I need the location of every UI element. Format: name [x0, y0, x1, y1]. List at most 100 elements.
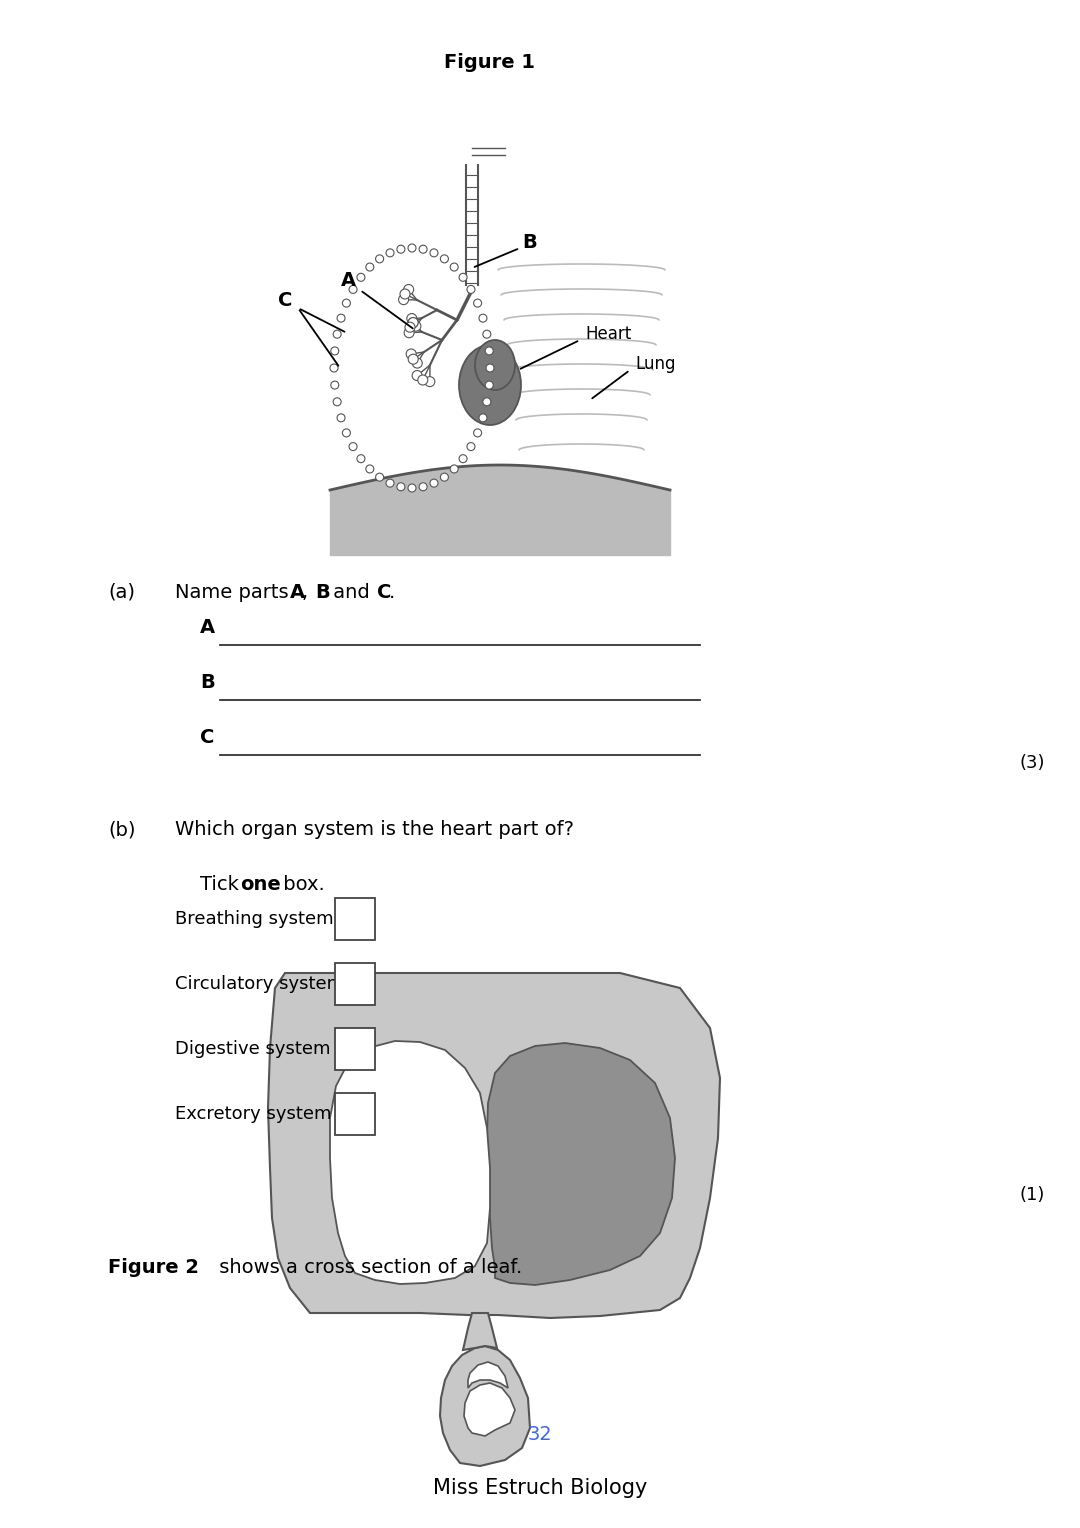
Circle shape — [407, 313, 417, 324]
Circle shape — [413, 371, 422, 380]
Ellipse shape — [459, 345, 521, 425]
Circle shape — [408, 484, 416, 492]
Circle shape — [399, 295, 408, 304]
Circle shape — [376, 255, 383, 263]
Circle shape — [478, 315, 487, 322]
Circle shape — [356, 455, 365, 463]
Circle shape — [424, 376, 435, 387]
Text: B: B — [315, 584, 329, 602]
Text: box.: box. — [276, 876, 325, 894]
Circle shape — [386, 480, 394, 487]
Circle shape — [408, 244, 416, 252]
Text: (a): (a) — [108, 584, 135, 602]
Circle shape — [349, 286, 357, 293]
Circle shape — [485, 380, 494, 390]
Bar — [335, 963, 375, 1005]
Text: Tick: Tick — [200, 876, 245, 894]
Circle shape — [337, 315, 345, 322]
Circle shape — [349, 443, 357, 451]
Circle shape — [404, 284, 414, 295]
Polygon shape — [487, 1044, 675, 1285]
Circle shape — [333, 330, 341, 338]
Circle shape — [330, 347, 339, 354]
Circle shape — [400, 289, 410, 299]
Circle shape — [474, 429, 482, 437]
Circle shape — [483, 330, 490, 338]
Circle shape — [419, 244, 427, 254]
Ellipse shape — [475, 341, 515, 390]
Circle shape — [376, 474, 383, 481]
Text: Which organ system is the heart part of?: Which organ system is the heart part of? — [175, 821, 573, 839]
Text: Excretory system: Excretory system — [175, 1105, 332, 1123]
Bar — [335, 898, 375, 940]
Text: .: . — [389, 584, 395, 602]
Circle shape — [408, 318, 418, 327]
Circle shape — [474, 299, 482, 307]
Circle shape — [408, 354, 418, 364]
Circle shape — [430, 249, 438, 257]
Text: (b): (b) — [108, 821, 135, 839]
Circle shape — [366, 263, 374, 270]
Circle shape — [467, 286, 475, 293]
Polygon shape — [330, 1041, 490, 1284]
Text: Heart: Heart — [585, 325, 631, 342]
Text: Digestive system: Digestive system — [175, 1041, 330, 1057]
Text: C: C — [200, 727, 214, 747]
Circle shape — [441, 474, 448, 481]
Circle shape — [330, 364, 338, 371]
Polygon shape — [464, 1383, 515, 1436]
Circle shape — [342, 299, 350, 307]
Circle shape — [430, 480, 438, 487]
Text: shows a cross section of a leaf.: shows a cross section of a leaf. — [213, 1258, 523, 1277]
Text: C: C — [377, 584, 391, 602]
Polygon shape — [463, 1313, 497, 1351]
Text: Figure 1: Figure 1 — [445, 52, 536, 72]
Text: B: B — [200, 672, 215, 692]
Circle shape — [441, 255, 448, 263]
Circle shape — [404, 327, 414, 338]
Text: A: A — [340, 270, 355, 289]
Circle shape — [486, 364, 494, 371]
Circle shape — [459, 274, 467, 281]
Circle shape — [418, 374, 428, 385]
Circle shape — [478, 414, 487, 422]
Polygon shape — [440, 1346, 530, 1465]
Circle shape — [396, 244, 405, 254]
Text: Miss Estruch Biology: Miss Estruch Biology — [433, 1478, 647, 1497]
Circle shape — [450, 263, 458, 270]
Text: Figure 2: Figure 2 — [108, 1258, 199, 1277]
Circle shape — [406, 348, 416, 359]
Circle shape — [342, 429, 350, 437]
Polygon shape — [268, 973, 720, 1319]
Text: 32: 32 — [528, 1426, 552, 1444]
Text: one: one — [240, 876, 281, 894]
Text: Name parts: Name parts — [175, 584, 295, 602]
Text: ,: , — [302, 584, 314, 602]
Text: B: B — [523, 232, 538, 252]
Text: (3): (3) — [1020, 753, 1045, 772]
Circle shape — [419, 483, 427, 490]
Circle shape — [396, 483, 405, 490]
Circle shape — [337, 414, 345, 422]
Polygon shape — [468, 1361, 508, 1387]
Text: Circulatory system: Circulatory system — [175, 975, 345, 993]
Circle shape — [356, 274, 365, 281]
Circle shape — [485, 347, 494, 354]
Circle shape — [330, 380, 339, 390]
Text: and: and — [327, 584, 376, 602]
Bar — [335, 1028, 375, 1070]
Circle shape — [410, 321, 421, 332]
Circle shape — [450, 465, 458, 474]
Circle shape — [333, 397, 341, 406]
Bar — [335, 1093, 375, 1135]
Circle shape — [386, 249, 394, 257]
Circle shape — [408, 318, 418, 329]
Text: A: A — [291, 584, 306, 602]
Text: A: A — [200, 617, 215, 637]
Circle shape — [467, 443, 475, 451]
Circle shape — [366, 465, 374, 474]
Circle shape — [483, 397, 490, 406]
Text: (1): (1) — [1020, 1186, 1045, 1204]
Circle shape — [405, 322, 415, 332]
Circle shape — [459, 455, 467, 463]
